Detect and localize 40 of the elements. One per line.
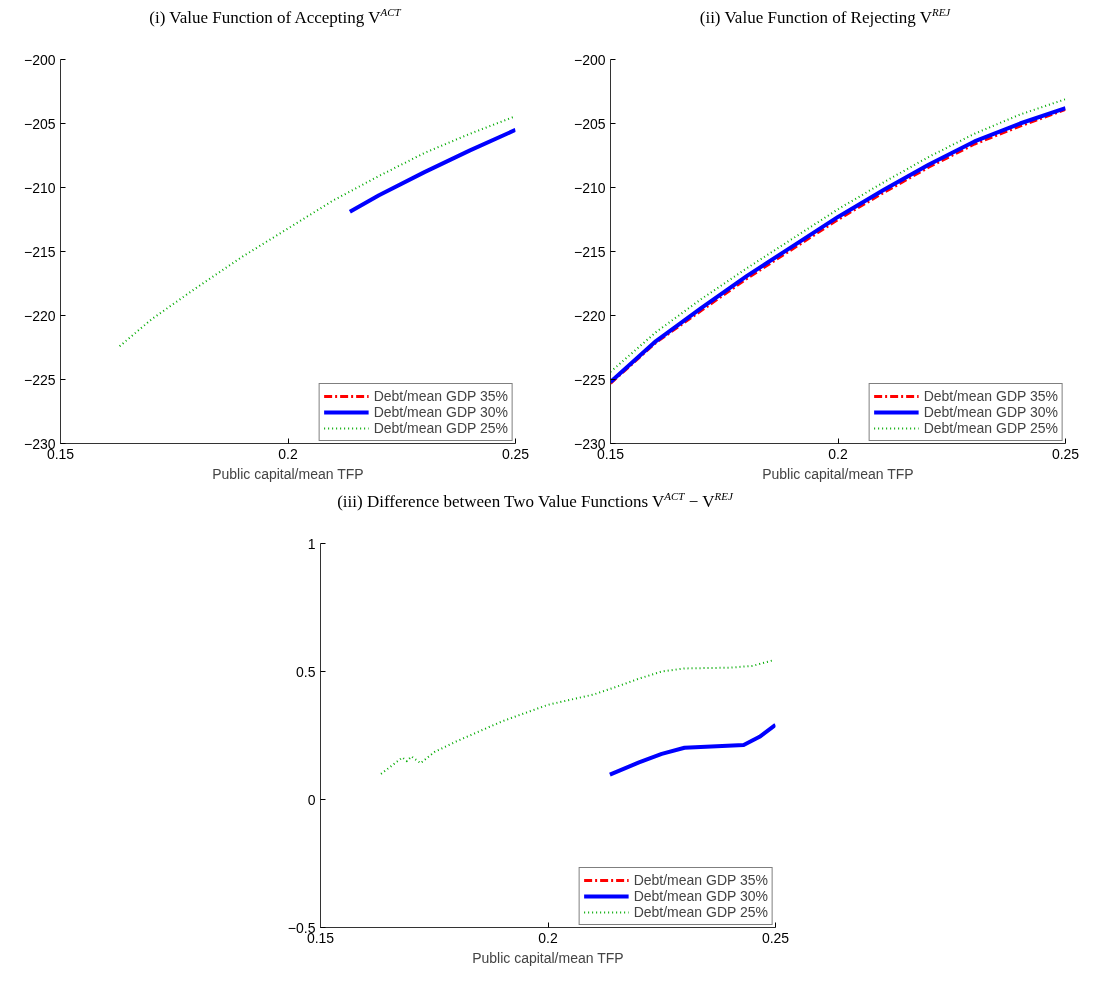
legend-label: Debt/mean GDP 35% bbox=[373, 388, 508, 404]
y-tick-label: −215 bbox=[23, 243, 56, 260]
line-series bbox=[347, 127, 516, 214]
x-axis-title: Public capital/mean TFP bbox=[762, 465, 914, 482]
y-tick-label: −225 bbox=[23, 371, 56, 388]
legend-label: Debt/mean GDP 35% bbox=[633, 872, 768, 888]
x-axis-title: Public capital/mean TFP bbox=[212, 465, 364, 482]
legend-label: Debt/mean GDP 25% bbox=[633, 904, 768, 920]
y-tick-label: −205 bbox=[573, 115, 606, 132]
legend-label: Debt/mean GDP 30% bbox=[923, 404, 1058, 420]
chart-title: (iii) Difference between Two Value Functions V$^{ACT}$ − V$^{REJ}$ bbox=[336, 489, 734, 513]
x-axis-title: Public capital/mean TFP bbox=[472, 949, 624, 966]
legend-label: Debt/mean GDP 35% bbox=[923, 388, 1058, 404]
x-tick-label: 0.2 bbox=[278, 445, 298, 462]
legend-label: Debt/mean GDP 30% bbox=[373, 404, 508, 420]
y-tick-label: 1 bbox=[307, 535, 316, 552]
y-tick-label: 0 bbox=[307, 791, 316, 808]
y-tick-label: 0.5 bbox=[296, 663, 316, 680]
y-tick-label: −210 bbox=[23, 179, 56, 196]
y-tick-label: −220 bbox=[23, 307, 56, 324]
x-tick-label: 0.25 bbox=[1051, 445, 1080, 462]
line-series bbox=[607, 722, 776, 777]
line-series bbox=[118, 116, 515, 348]
legend-label: Debt/mean GDP 30% bbox=[633, 888, 768, 904]
y-tick-label: −200 bbox=[23, 51, 56, 68]
legend-label: Debt/mean GDP 25% bbox=[373, 420, 508, 436]
y-tick-label: −210 bbox=[573, 179, 606, 196]
y-tick-label: −220 bbox=[573, 307, 606, 324]
line-series bbox=[380, 659, 775, 775]
legend-label: Debt/mean GDP 25% bbox=[923, 420, 1058, 436]
y-tick-label: −225 bbox=[573, 371, 606, 388]
chart-title: (i) Value Function of Accepting V$^{ACT}$ bbox=[148, 5, 403, 29]
x-tick-label: 0.25 bbox=[501, 445, 530, 462]
chart-title: (ii) Value Function of Rejecting V$^{REJ}$ bbox=[698, 5, 952, 29]
x-tick-label: 0.2 bbox=[828, 445, 848, 462]
y-tick-label: −205 bbox=[23, 115, 56, 132]
y-tick-label: −200 bbox=[573, 51, 606, 68]
x-tick-label: 0.25 bbox=[761, 929, 790, 946]
y-tick-label: −215 bbox=[573, 243, 606, 260]
x-tick-label: 0.2 bbox=[538, 929, 558, 946]
